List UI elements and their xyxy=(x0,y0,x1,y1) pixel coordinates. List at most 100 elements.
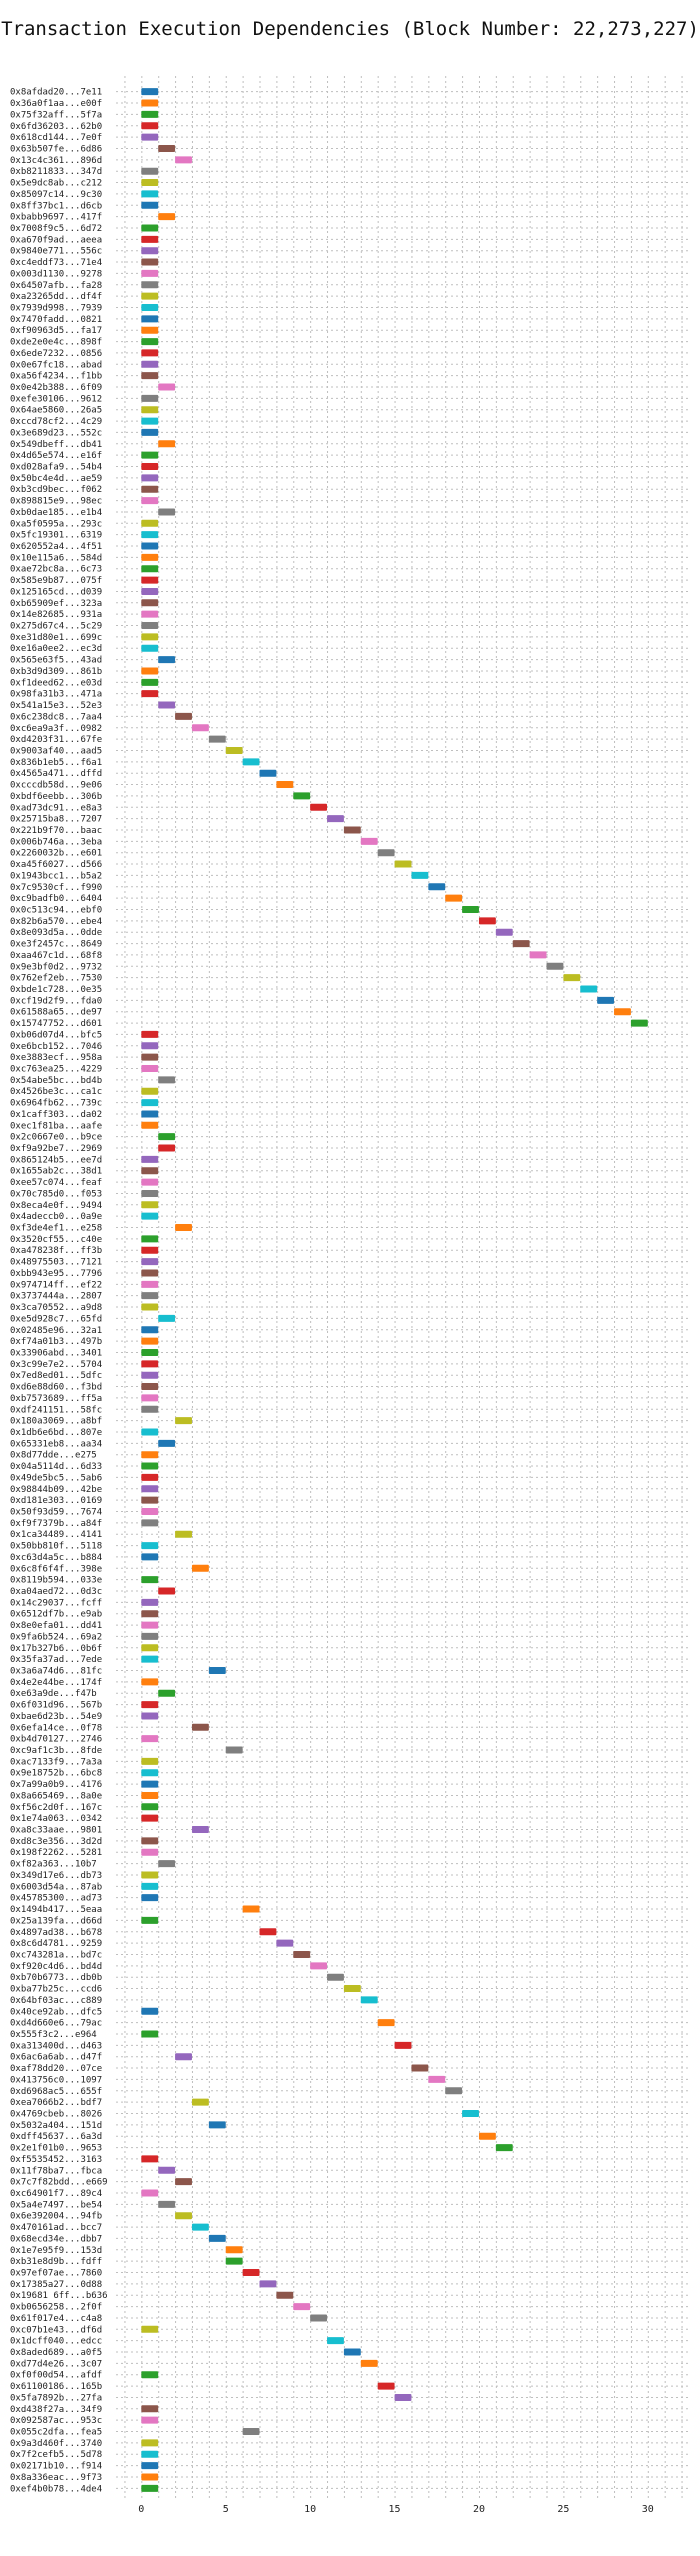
transaction-label: 0xc9badfb0...6404 xyxy=(10,894,102,904)
transaction-label: 0x70c785d0...f053 xyxy=(10,1189,102,1199)
transaction-bar xyxy=(175,1530,192,1538)
transaction-label: 0x33906abd...3401 xyxy=(10,1348,102,1358)
transaction-label: 0x15747752...d601 xyxy=(10,1019,102,1029)
transaction-bar xyxy=(158,383,176,391)
transaction-label: 0x006b746a...3eba xyxy=(10,837,102,847)
transaction-bar xyxy=(141,1383,159,1391)
transaction-bar xyxy=(259,2280,277,2288)
transaction-label: 0x4897ad38...b678 xyxy=(10,1928,102,1938)
transaction-label: 0x0e67fc18...abad xyxy=(10,360,102,370)
transaction-label: 0xf9a92be7...2969 xyxy=(10,1144,102,1154)
transaction-label: 0xe63a9de...f47b xyxy=(10,1689,97,1699)
transaction-bar xyxy=(310,1962,328,1970)
transaction-label: 0xe3883ecf...958a xyxy=(10,1053,102,1063)
transaction-label: 0x4769cbeb...8026 xyxy=(10,2109,102,2119)
transaction-label: 0xdf241151...58fc xyxy=(10,1405,102,1415)
transaction-label: 0x1db6e6bd...807e xyxy=(10,1428,102,1438)
transaction-label: 0x40ce92ab...dfc5 xyxy=(10,2007,102,2017)
transaction-label: 0xad73dc91...e8a3 xyxy=(10,803,102,813)
transaction-bar xyxy=(428,883,446,891)
transaction-bar xyxy=(141,1235,159,1243)
transaction-label: 0x7470fadd...0821 xyxy=(10,315,102,325)
transaction-label: 0x8ff37bc1...d6cb xyxy=(10,201,102,211)
transaction-bar xyxy=(141,587,159,595)
transaction-bar xyxy=(141,2007,159,2015)
transaction-bar xyxy=(225,746,243,754)
transaction-label: 0xdff45637...6a3d xyxy=(10,2132,102,2142)
transaction-label: 0xea7066b2...bdf7 xyxy=(10,2098,102,2108)
transaction-bar xyxy=(141,292,159,300)
transaction-label: 0xe16a0ee2...ec3d xyxy=(10,644,102,654)
transaction-label: 0xb0dae185...e1b4 xyxy=(10,508,102,518)
transaction-label: 0x6c8f6f4f...398e xyxy=(10,1564,102,1574)
transaction-bar xyxy=(141,281,159,289)
transaction-bar xyxy=(327,815,344,823)
transaction-bar xyxy=(478,2132,496,2140)
transaction-label: 0x5032a404...151d xyxy=(10,2121,102,2131)
transaction-label: 0xef4b0b78...4de4 xyxy=(10,2484,102,2494)
transaction-label: 0x8d77dde...e275 xyxy=(10,1451,97,1461)
transaction-bar xyxy=(141,1178,159,1186)
transaction-bar xyxy=(141,360,159,368)
transaction-label: 0xd8c3e356...3d2d xyxy=(10,1837,102,1847)
transaction-label: 0x4d65e574...e16f xyxy=(10,451,102,461)
transaction-label: 0x865124b5...ee7d xyxy=(10,1155,102,1165)
transaction-label: 0xba77b25c...ccd6 xyxy=(10,1985,102,1995)
transaction-bar xyxy=(141,599,159,607)
transaction-bar xyxy=(141,1496,159,1504)
transaction-bar xyxy=(242,2428,260,2436)
transaction-label: 0x7939d998...7939 xyxy=(10,303,102,313)
transaction-bar xyxy=(141,1803,159,1811)
transaction-bar xyxy=(495,2144,513,2152)
transaction-bar xyxy=(141,1030,159,1038)
transaction-label: 0x49de5bc5...5ab6 xyxy=(10,1473,102,1483)
transaction-bar xyxy=(141,542,159,550)
transaction-label: 0x055c2dfa...fea5 xyxy=(10,2428,102,2438)
transaction-bar xyxy=(141,338,159,346)
transaction-bar xyxy=(141,644,159,652)
transaction-label: 0xf74a01b3...497b xyxy=(10,1337,102,1347)
transaction-bar xyxy=(141,122,159,130)
transaction-label: 0x65331eb8...aa34 xyxy=(10,1439,102,1449)
transaction-label: 0x61588a65...de97 xyxy=(10,1008,102,1018)
transaction-label: 0xf1deed62...e03d xyxy=(10,678,102,688)
transaction-bar xyxy=(141,1462,159,1470)
transaction-bar xyxy=(462,2109,479,2117)
transaction-bar xyxy=(360,837,378,845)
transaction-bar xyxy=(360,1996,378,2004)
transaction-label: 0x7f2cefb5...5d78 xyxy=(10,2450,102,2460)
transaction-bar xyxy=(377,2382,395,2390)
transaction-bar xyxy=(175,2212,192,2220)
transaction-bar xyxy=(158,1439,176,1447)
transaction-label: 0xc6ea9a3f...0982 xyxy=(10,724,102,734)
transaction-label: 0x8c6d4781...9259 xyxy=(10,1939,102,1949)
transaction-bar xyxy=(141,1121,159,1129)
transaction-bar xyxy=(141,2030,159,2038)
transaction-bar xyxy=(175,156,192,164)
transaction-bar xyxy=(141,179,159,187)
transaction-bar xyxy=(141,1269,159,1277)
transaction-bar xyxy=(158,1689,176,1697)
transaction-label: 0x85097c14...9c30 xyxy=(10,190,102,200)
transaction-bar xyxy=(377,849,395,857)
transaction-bar xyxy=(141,1189,159,1197)
transaction-label: 0xd4203f31...67fe xyxy=(10,735,102,745)
transaction-label: 0xbb943e95...7796 xyxy=(10,1269,102,1279)
transaction-label: 0x11f78ba7...fbca xyxy=(10,2166,102,2176)
transaction-bar xyxy=(225,2257,243,2265)
transaction-bar xyxy=(141,1258,159,1266)
transaction-bar xyxy=(141,1814,159,1822)
transaction-label: 0xc743281a...bd7c xyxy=(10,1950,102,1960)
transaction-label: 0xac7133f9...7a3a xyxy=(10,1757,102,1767)
transaction-label: 0x1943bcc1...b5a2 xyxy=(10,871,102,881)
transaction-bar xyxy=(343,826,361,834)
transaction-bar xyxy=(141,88,159,96)
transaction-bar xyxy=(158,440,176,448)
transaction-bar xyxy=(141,1916,159,1924)
transaction-bar xyxy=(293,1950,311,1958)
transaction-label: 0x6ac6a6ab...d47f xyxy=(10,2053,102,2063)
transaction-bar xyxy=(141,497,159,505)
transaction-label: 0xc4eddf73...71e4 xyxy=(10,258,102,268)
transaction-label: 0x5a4e7497...be54 xyxy=(10,2200,102,2210)
transaction-label: 0x50bc4e4d...ae59 xyxy=(10,474,102,484)
